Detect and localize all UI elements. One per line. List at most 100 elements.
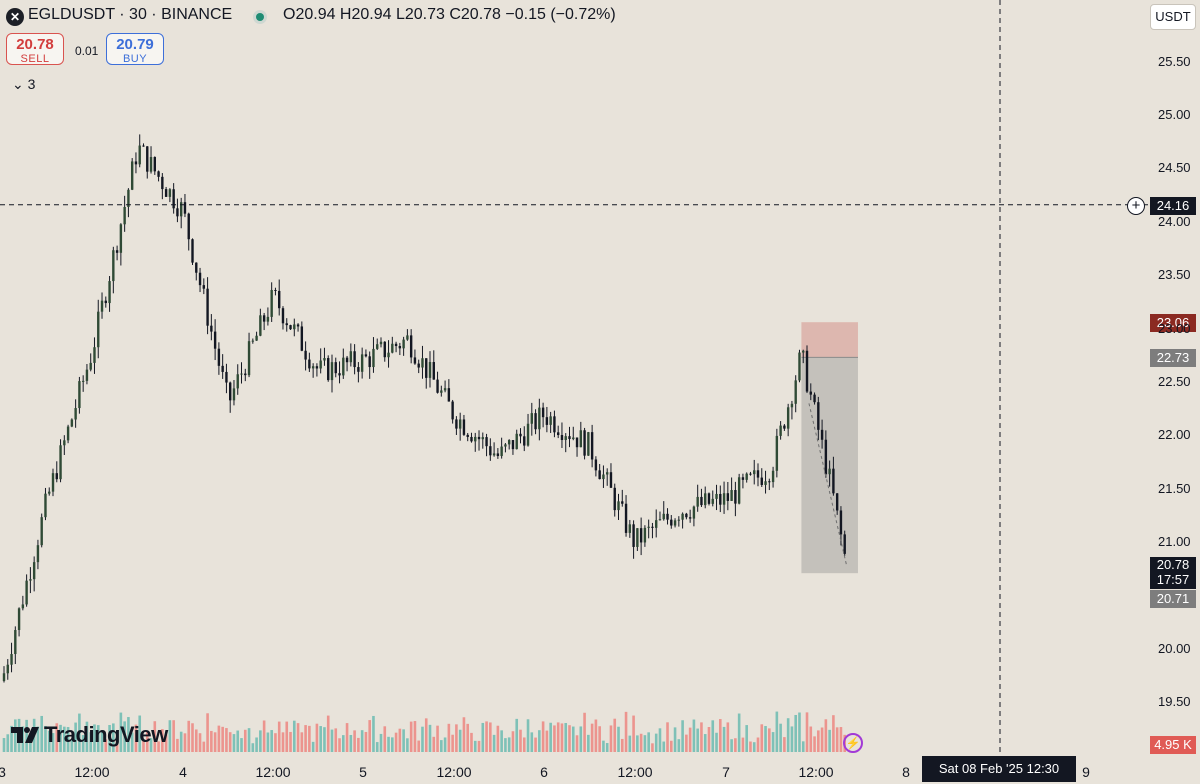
candle-body <box>368 356 371 368</box>
candle-body <box>711 498 714 504</box>
candle-body <box>97 311 100 348</box>
candle-body <box>643 527 647 543</box>
volume-bar <box>783 737 786 752</box>
volume-bar <box>349 734 353 752</box>
candle-body <box>670 519 673 526</box>
candle-body <box>119 224 123 253</box>
volume-bar <box>25 719 28 752</box>
candle-body <box>232 388 236 401</box>
candle-body <box>146 146 149 172</box>
volume-bar <box>391 737 394 752</box>
candle-body <box>206 288 209 326</box>
volume-bar <box>161 729 164 752</box>
candle-body <box>255 335 258 341</box>
candle-body <box>579 430 583 448</box>
candle-body <box>293 324 296 330</box>
candle-body <box>85 369 89 381</box>
volume-bar <box>673 727 677 752</box>
candle-body <box>556 432 560 436</box>
candle-body <box>817 402 820 430</box>
buy-price: 20.79 <box>116 36 154 53</box>
candle-body <box>511 440 515 450</box>
y-tick-label: 24.50 <box>1158 160 1191 176</box>
volume-bar <box>737 713 741 752</box>
volume-bar <box>734 738 737 752</box>
candle-body <box>519 433 522 437</box>
sell-button[interactable]: 20.78 SELL <box>6 33 64 65</box>
candle-body <box>719 493 722 505</box>
x-tick-label: 9 <box>1082 764 1090 780</box>
candle-body <box>666 513 669 520</box>
volume-bar <box>202 741 206 752</box>
candle-body <box>790 403 794 408</box>
candle-body <box>198 272 202 286</box>
candle-body <box>406 335 409 340</box>
indicators-toggle[interactable]: ⌄ 3 <box>12 76 35 93</box>
volume-bar <box>515 718 519 752</box>
volume-bar <box>115 732 119 752</box>
candle-body <box>568 436 571 440</box>
candle-body <box>394 343 398 347</box>
tradingview-logo-icon <box>11 727 39 743</box>
candle-body <box>741 477 745 480</box>
candle-body <box>157 171 160 177</box>
volume-bar <box>624 711 628 752</box>
candle-body <box>489 446 492 456</box>
candle-body <box>251 340 255 342</box>
candle-body <box>66 426 70 441</box>
volume-bar <box>194 729 198 752</box>
candle-body <box>93 347 96 363</box>
currency-button[interactable]: USDT <box>1150 4 1196 30</box>
volume-bar <box>179 731 183 752</box>
candle-body <box>202 285 206 289</box>
buy-button[interactable]: 20.79 BUY <box>106 33 164 65</box>
candle-body <box>210 325 213 332</box>
volume-bar <box>458 729 462 752</box>
volume-bar <box>285 721 289 752</box>
volume-bar <box>432 736 436 752</box>
volume-bar <box>696 728 699 752</box>
volume-bar <box>372 715 375 752</box>
candle-body <box>523 436 526 446</box>
volume-bar <box>247 728 251 752</box>
candle-body <box>300 326 304 351</box>
volume-bar <box>835 727 839 752</box>
brand-name: TradingView <box>44 722 168 747</box>
candle-body <box>17 608 21 631</box>
volume-bar <box>289 731 292 752</box>
tradingview-logo: TradingView <box>10 722 168 748</box>
candle-body <box>32 562 36 580</box>
candle-body <box>443 388 447 391</box>
candle-body <box>492 453 496 456</box>
candle-body <box>417 363 420 368</box>
volume-bar <box>112 723 115 752</box>
candle-body <box>545 417 549 425</box>
candle-body <box>112 250 115 282</box>
candle-body <box>123 206 126 225</box>
candle-body <box>662 513 665 520</box>
sell-price: 20.78 <box>16 36 54 53</box>
candle-body <box>428 362 432 378</box>
volume-bar <box>749 741 752 752</box>
volume-bar <box>801 741 805 752</box>
volume-bar <box>447 723 451 752</box>
volume-bar <box>274 733 277 752</box>
volume-bar <box>643 735 647 752</box>
volume-bar <box>813 736 816 752</box>
candle-body <box>217 348 221 366</box>
volume-bar <box>100 730 104 752</box>
candle-body <box>639 528 643 543</box>
volume-bar <box>243 729 247 752</box>
volume-bar <box>594 719 598 752</box>
add-alert-plus-icon[interactable]: + <box>1127 197 1145 215</box>
candle-body <box>225 371 228 383</box>
volume-bar <box>191 723 194 752</box>
lightning-icon[interactable]: ⚡ <box>843 733 863 753</box>
candle-body <box>783 425 786 429</box>
volume-bar <box>538 730 541 752</box>
volume-bar <box>681 720 684 752</box>
volume-bar <box>605 743 609 752</box>
symbol-title[interactable]: EGLDUSDT · 30 · BINANCE <box>28 6 233 23</box>
volume-bar <box>345 723 349 752</box>
